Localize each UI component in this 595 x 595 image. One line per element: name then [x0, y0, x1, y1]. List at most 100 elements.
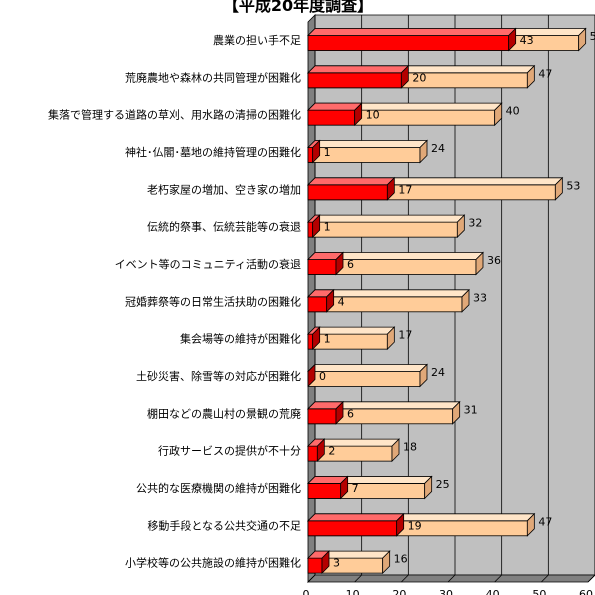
- value-label-inner: 10: [366, 109, 380, 122]
- bar-inner: [307, 363, 316, 388]
- category-label: 神社･仏閣･墓地の維持管理の困難化: [125, 145, 301, 159]
- bar-total-top: [307, 326, 396, 335]
- gridline-floor: [494, 574, 502, 583]
- bar-inner: [307, 214, 321, 239]
- value-label-total: 40: [506, 105, 520, 118]
- value-label-inner: 4: [338, 295, 345, 308]
- value-label-total: 24: [431, 142, 445, 155]
- bar-total: [307, 251, 484, 276]
- bar-total-top: [307, 214, 466, 223]
- category-label: イベント等のコミュニティ活動の衰退: [115, 257, 301, 271]
- bar-inner-face: [307, 109, 356, 126]
- bar-inner: [307, 288, 335, 313]
- bar-inner-side: [335, 400, 344, 425]
- bar-inner-top: [307, 177, 396, 186]
- category-label: 老朽家屋の増加、空き家の増加: [147, 182, 301, 196]
- bar-inner-face: [307, 296, 328, 313]
- value-label-total: 47: [538, 515, 552, 528]
- value-label-total: 24: [431, 366, 445, 379]
- chart-title: 【平成20年度調査】: [223, 0, 373, 15]
- bar-inner-side: [326, 288, 335, 313]
- bar-inner-face: [307, 72, 402, 89]
- bar-inner-side: [321, 550, 330, 575]
- value-label-inner: 3: [333, 557, 340, 570]
- category-label: 行政サービスの提供が不十分: [158, 444, 301, 458]
- bar-inner: [307, 512, 405, 537]
- bar-total-side: [391, 438, 400, 463]
- bar-inner-side: [312, 326, 321, 351]
- value-label-total: 25: [436, 478, 450, 491]
- value-label-inner: 7: [352, 482, 359, 495]
- bar-inner: [307, 326, 321, 351]
- bar-total-side: [475, 251, 484, 276]
- bar-total-side: [419, 139, 428, 164]
- bar-inner: [307, 64, 410, 89]
- value-label-inner: 1: [324, 146, 331, 159]
- bar-total-side: [578, 27, 587, 52]
- x-tick-label: 30: [439, 588, 453, 595]
- value-label-inner: 6: [347, 258, 354, 271]
- bar-inner-face: [307, 520, 398, 537]
- value-label-total: 16: [394, 553, 408, 566]
- value-label-total: 53: [566, 179, 580, 192]
- bar-inner-side: [335, 251, 344, 276]
- bar-inner-side: [312, 214, 321, 239]
- bar-inner-side: [386, 176, 395, 201]
- value-label-total: 17: [398, 329, 412, 342]
- bar-inner-side: [508, 27, 517, 52]
- bar-inner-side: [312, 139, 321, 164]
- bar-inner: [307, 27, 517, 52]
- category-label: 冠婚葬祭等の日常生活扶助の困難化: [125, 294, 301, 308]
- category-label: 土砂災害、除雪等の対応が困難化: [136, 369, 301, 383]
- category-label: 荒廃農地や森林の共同管理が困難化: [125, 70, 301, 84]
- bar-inner: [307, 400, 344, 425]
- bar-inner-face: [307, 408, 337, 425]
- bar-total: [307, 326, 396, 351]
- value-label-total: 36: [487, 254, 501, 267]
- value-label-total: 31: [464, 403, 478, 416]
- x-tick-label: 10: [346, 588, 360, 595]
- value-label-inner: 2: [328, 445, 335, 458]
- bar-total-side: [452, 400, 461, 425]
- value-label-inner: 6: [347, 407, 354, 420]
- gridline-floor: [541, 574, 549, 583]
- category-label: 棚田などの農山村の景観の荒廃: [147, 406, 301, 420]
- bar-inner: [307, 176, 396, 201]
- bar-total-side: [424, 475, 433, 500]
- value-label-total: 33: [473, 291, 487, 304]
- category-label: 農業の担い手不足: [213, 33, 301, 47]
- value-label-inner: 20: [412, 71, 426, 84]
- x-tick-label: 0: [303, 588, 310, 595]
- bar-inner-top: [307, 102, 363, 111]
- value-label-inner: 19: [408, 519, 422, 532]
- category-label: 集会場等の維持が困難化: [180, 332, 301, 346]
- x-tick-label: 20: [392, 588, 406, 595]
- value-labels: 5434720401024153173213663341712403161822…: [319, 30, 595, 570]
- bar-inner-side: [400, 64, 409, 89]
- bar-inner-top: [307, 513, 405, 522]
- bar-inner-face: [307, 35, 510, 51]
- value-label-inner: 17: [398, 183, 412, 196]
- value-label-inner: 43: [520, 34, 534, 47]
- bars: [307, 27, 587, 575]
- value-label-total: 32: [468, 217, 482, 230]
- category-label: 小学校等の公共施設の維持が困難化: [125, 556, 301, 570]
- bar-inner: [307, 550, 330, 575]
- bar-inner-top: [307, 65, 410, 74]
- bar-inner-face: [307, 333, 314, 350]
- bar-inner: [307, 475, 349, 500]
- value-label-total: 18: [403, 441, 417, 454]
- bar-inner-face: [307, 259, 337, 275]
- bar-inner-face: [307, 483, 342, 499]
- bar-inner-face: [307, 445, 318, 462]
- bar-total-side: [386, 326, 395, 351]
- bar-inner: [307, 251, 344, 276]
- category-label: 集落で管理する道路の草刈、用水路の清掃の困難化: [48, 108, 301, 122]
- bar-total-side: [554, 176, 563, 201]
- category-label: 移動手段となる公共交通の不足: [147, 518, 301, 532]
- bar-inner-face: [307, 557, 323, 574]
- bar-total-side: [461, 288, 470, 313]
- bar-inner-face: [307, 147, 314, 163]
- bar-total-side: [526, 512, 535, 537]
